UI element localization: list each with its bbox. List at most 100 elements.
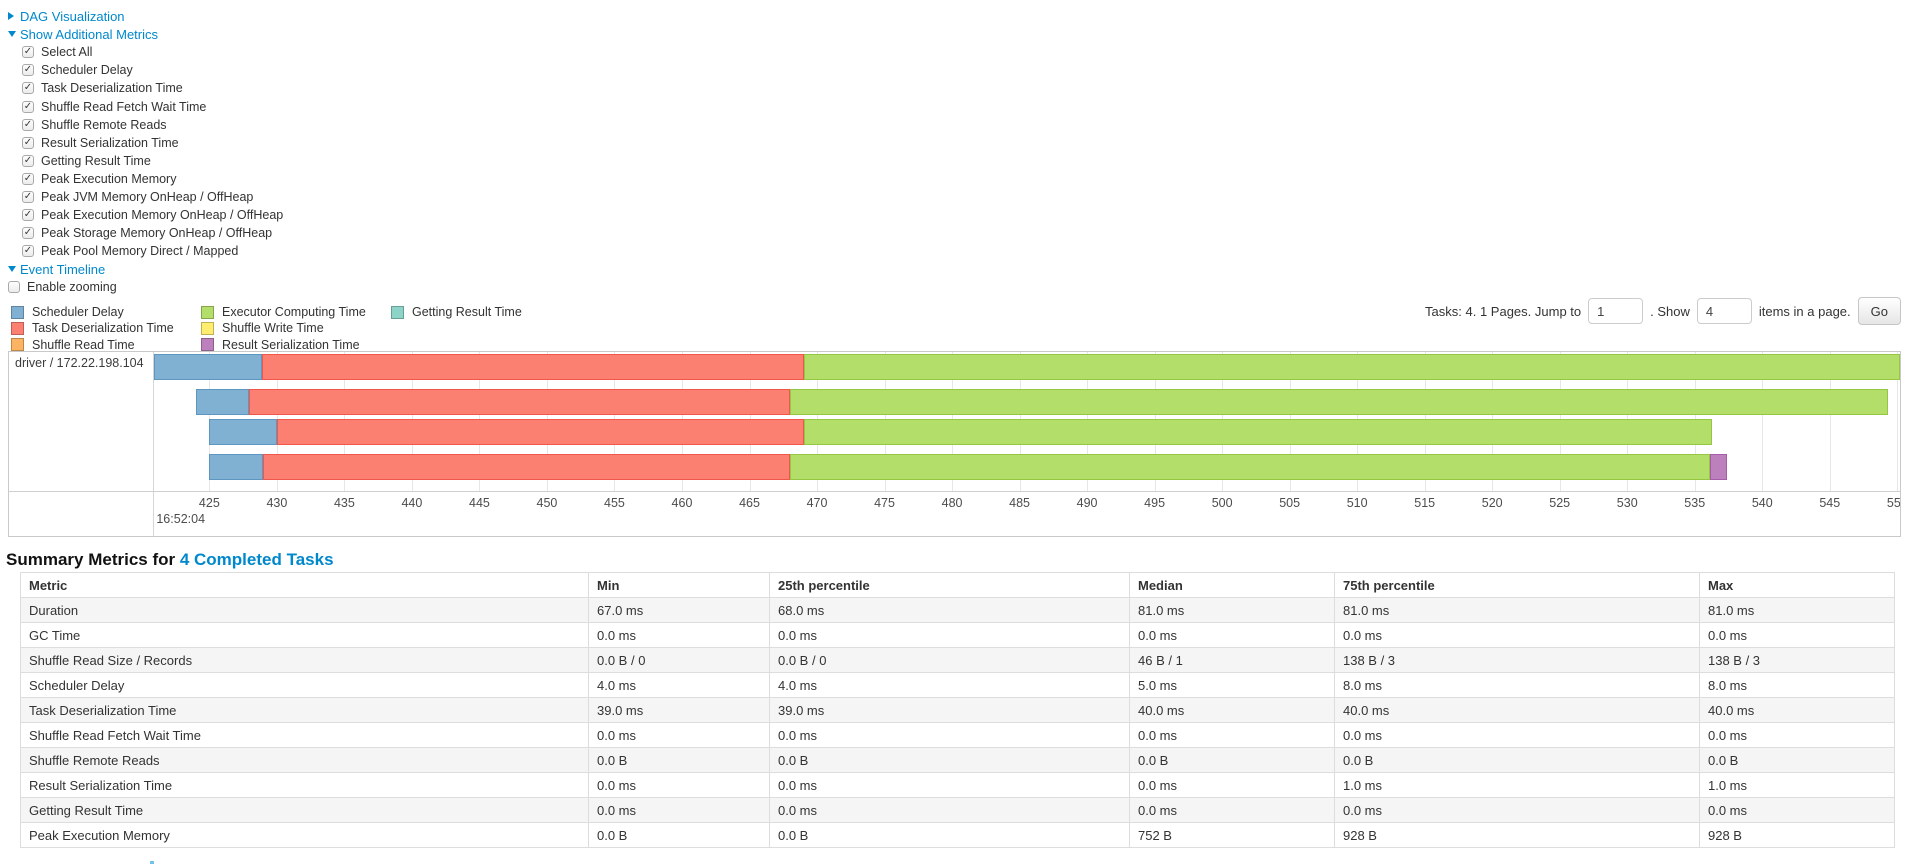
axis-tick-label: 540 bbox=[1751, 496, 1773, 510]
legend-item: Shuffle Read Time bbox=[11, 337, 174, 353]
pager-mid-text: . Show bbox=[1650, 303, 1690, 319]
table-row: Task Deserialization Time 39.0 ms 39.0 ms 4… bbox=[20, 697, 1895, 723]
table-row: Getting Result Time 0.0 ms 0.0 ms 0.0 ms 0.0… bbox=[20, 797, 1895, 823]
enable-zooming-checkbox[interactable] bbox=[8, 281, 20, 294]
legend-item: Shuffle Write Time bbox=[201, 320, 366, 336]
metric-checkbox-item: Result Serialization Time bbox=[22, 134, 283, 152]
table-row: Shuffle Remote Reads 0.0 B 0.0 B 0.0 B 0.0 B… bbox=[20, 747, 1895, 773]
segment-executor_computing[interactable] bbox=[790, 454, 1710, 480]
dag-visualization-toggle[interactable]: DAG Visualization bbox=[8, 7, 283, 25]
checkbox-label-peak-execution-memory-onheap-offheap: Peak Execution Memory OnHeap / OffHeap bbox=[41, 208, 284, 223]
axis-tick-label: 450 bbox=[536, 496, 558, 510]
legend-column: Executor Computing Time Shuffle Write Tim… bbox=[201, 304, 366, 353]
segment-task_deserialization[interactable] bbox=[276, 419, 804, 445]
metric-name: Peak Execution Memory bbox=[20, 822, 589, 848]
items-per-page-input[interactable] bbox=[1696, 298, 1752, 324]
metric-value: 0.0 B / 0 bbox=[769, 647, 1130, 673]
axis-tick-label: 465 bbox=[739, 496, 760, 510]
summary-title-text: Summary Metrics for bbox=[6, 550, 180, 569]
column-header-min: Min bbox=[588, 572, 770, 598]
legend-swatch-task-deserialization-time bbox=[11, 321, 24, 335]
axis-tick-label: 455 bbox=[604, 496, 625, 510]
checkbox-peak-pool-memory-direct-mapped[interactable] bbox=[22, 245, 34, 258]
segment-scheduler_delay[interactable] bbox=[209, 419, 277, 445]
checkbox-task-deserialization-time[interactable] bbox=[22, 82, 34, 95]
axis-tick-label: 505 bbox=[1279, 496, 1301, 510]
metric-name: Task Deserialization Time bbox=[20, 697, 589, 723]
metric-checkbox-item: Peak JVM Memory OnHeap / OffHeap bbox=[22, 188, 283, 206]
metric-value: 67.0 ms bbox=[588, 597, 770, 623]
table-row: Duration 67.0 ms 68.0 ms 81.0 ms 81.0 ms 81.0… bbox=[20, 597, 1895, 623]
metric-value: 0.0 ms bbox=[1129, 622, 1335, 648]
legend-item: Scheduler Delay bbox=[11, 304, 174, 320]
completed-tasks-link[interactable]: 4 Completed Tasks bbox=[179, 550, 334, 569]
legend-swatch-result-serialization-time bbox=[201, 338, 214, 352]
checkbox-peak-jvm-memory-onheap-offheap[interactable] bbox=[22, 190, 34, 203]
checkbox-peak-execution-memory[interactable] bbox=[22, 172, 34, 185]
segment-scheduler_delay[interactable] bbox=[154, 354, 263, 380]
metric-value: 0.0 B bbox=[588, 822, 770, 848]
checkbox-scheduler-delay[interactable] bbox=[22, 64, 34, 77]
legend-label: Getting Result Time bbox=[412, 305, 522, 320]
axis-tick-label: 430 bbox=[266, 496, 288, 510]
expanded-arrow-icon[interactable] bbox=[8, 31, 20, 38]
segment-scheduler_delay[interactable] bbox=[195, 389, 249, 415]
checkbox-shuffle-remote-reads[interactable] bbox=[22, 118, 34, 131]
metric-name: Shuffle Remote Reads bbox=[20, 747, 589, 773]
axis-tick-label: 470 bbox=[806, 496, 828, 510]
metric-name: Scheduler Delay bbox=[20, 672, 589, 698]
task-bar bbox=[154, 354, 1900, 380]
legend-item: Result Serialization Time bbox=[201, 337, 366, 353]
metric-checkbox-item: Peak Pool Memory Direct / Mapped bbox=[22, 242, 283, 260]
timeline-axis: 425 430 435 440 445 450 455 460 465 470 475 480 485 4… bbox=[154, 492, 1900, 536]
event-timeline-toggle[interactable]: Event Timeline bbox=[8, 260, 283, 278]
metric-value: 40.0 ms bbox=[1129, 697, 1335, 723]
checkbox-label-select-all: Select All bbox=[41, 45, 93, 60]
metric-value: 0.0 B bbox=[1699, 747, 1895, 773]
additional-metrics-checkbox-list: Select All Scheduler Delay Task Deserializ… bbox=[8, 43, 283, 260]
segment-result_serialization[interactable] bbox=[1709, 454, 1728, 480]
axis-tick-label: 530 bbox=[1616, 496, 1638, 510]
checkbox-shuffle-read-fetch-wait-time[interactable] bbox=[22, 100, 34, 113]
segment-executor_computing[interactable] bbox=[803, 419, 1713, 445]
table-header-row: Metric Min 25th percentile Median 75th perce… bbox=[20, 572, 1895, 598]
metric-value: 0.0 B bbox=[1129, 747, 1335, 773]
column-header-median: Median bbox=[1129, 572, 1335, 598]
segment-task_deserialization[interactable] bbox=[248, 389, 790, 415]
dag-visualization-link[interactable]: DAG Visualization bbox=[20, 8, 125, 24]
go-button[interactable]: Go bbox=[1857, 297, 1901, 325]
checkbox-peak-storage-memory-onheap-offheap[interactable] bbox=[22, 227, 34, 240]
segment-task_deserialization[interactable] bbox=[263, 454, 790, 480]
metric-value: 138 B / 3 bbox=[1699, 647, 1895, 673]
metric-name: Shuffle Read Size / Records bbox=[20, 647, 589, 673]
event-timeline-link[interactable]: Event Timeline bbox=[20, 261, 106, 277]
show-additional-metrics-toggle[interactable]: Show Additional Metrics bbox=[8, 25, 283, 43]
legend-swatch-shuffle-write-time bbox=[201, 321, 214, 335]
checkbox-peak-execution-memory-onheap-offheap[interactable] bbox=[22, 209, 34, 222]
axis-tick-label: 550 bbox=[1886, 496, 1900, 510]
checkbox-select-all[interactable] bbox=[22, 46, 34, 59]
expanded-arrow-icon[interactable] bbox=[8, 266, 20, 273]
legend-label: Result Serialization Time bbox=[222, 337, 360, 352]
axis-tick-label: 520 bbox=[1481, 496, 1503, 510]
metric-checkbox-item: Peak Execution Memory OnHeap / OffHeap bbox=[22, 206, 283, 224]
checkbox-label-peak-pool-memory-direct-mapped: Peak Pool Memory Direct / Mapped bbox=[41, 244, 239, 259]
segment-executor_computing[interactable] bbox=[790, 389, 1888, 415]
checkbox-result-serialization-time[interactable] bbox=[22, 136, 34, 149]
show-additional-metrics-link[interactable]: Show Additional Metrics bbox=[20, 26, 159, 42]
metric-value: 0.0 ms bbox=[1699, 722, 1895, 748]
pager-prefix-text: Tasks: 4. 1 Pages. Jump to bbox=[1425, 303, 1582, 319]
metric-value: 4.0 ms bbox=[588, 672, 770, 698]
legend-swatch-shuffle-read-time bbox=[11, 338, 24, 352]
axis-tick-label: 445 bbox=[468, 496, 490, 510]
legend-column: Scheduler Delay Task Deserialization Time… bbox=[11, 304, 174, 353]
jump-to-page-input[interactable] bbox=[1588, 298, 1644, 324]
segment-task_deserialization[interactable] bbox=[262, 354, 804, 380]
checkbox-getting-result-time[interactable] bbox=[22, 154, 34, 167]
segment-scheduler_delay[interactable] bbox=[209, 454, 264, 480]
pagination-controls: Tasks: 4. 1 Pages. Jump to . Show items … bbox=[1425, 296, 1901, 326]
segment-executor_computing[interactable] bbox=[803, 354, 1900, 380]
metric-value: 0.0 ms bbox=[1334, 622, 1700, 648]
metric-name: Shuffle Read Fetch Wait Time bbox=[20, 722, 589, 748]
collapsed-arrow-icon[interactable] bbox=[8, 12, 20, 21]
